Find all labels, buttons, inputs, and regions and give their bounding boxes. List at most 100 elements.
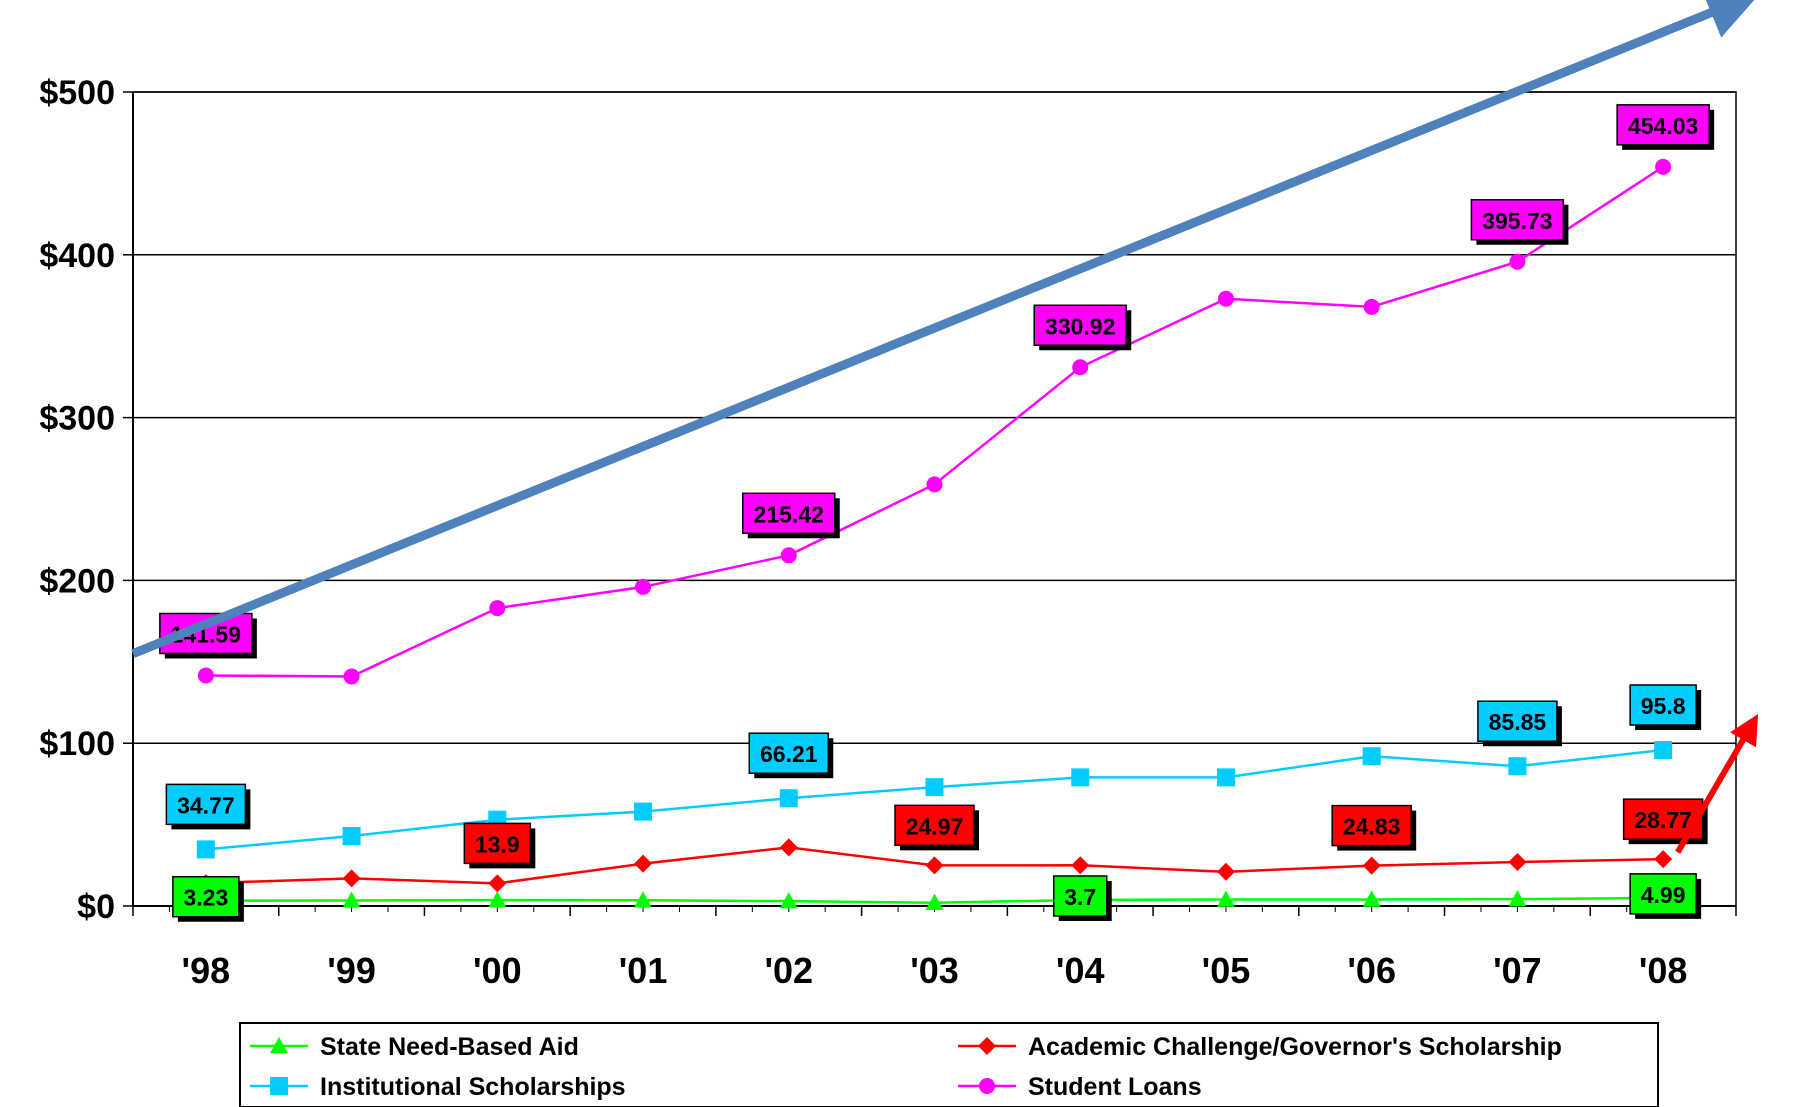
x-tick-label: '03	[910, 950, 959, 991]
x-tick-label: '06	[1347, 950, 1396, 991]
data-label-box	[1331, 804, 1412, 847]
data-point	[978, 1037, 996, 1055]
data-point	[270, 1037, 288, 1054]
x-tick-label: '07	[1493, 950, 1542, 991]
plot-frame	[132, 91, 1737, 907]
data-label-box	[1033, 304, 1127, 347]
data-label-text: 24.83	[1343, 814, 1401, 840]
data-label-box	[742, 492, 836, 535]
axes: $0 $100 $200 $300 $400 $500 '98 '99 '00 '01 '02 '03…	[39, 74, 1737, 991]
data-label-box	[172, 875, 240, 918]
data-point	[1071, 768, 1090, 787]
data-point	[634, 802, 653, 821]
data-point	[979, 1078, 995, 1094]
data-point	[925, 856, 944, 875]
series-2	[196, 741, 1673, 859]
data-point	[1363, 298, 1380, 315]
trend-arrow-1	[1675, 713, 1759, 854]
data-label: 330.92	[1033, 304, 1132, 351]
y-tick-label: $400	[39, 237, 115, 275]
legend-item: Institutional Scholarships	[250, 1073, 626, 1101]
data-label-text: 85.85	[1489, 709, 1547, 735]
legend-label: Academic Challenge/Governor's Scholarshi…	[1028, 1033, 1562, 1061]
x-tick-label: '99	[327, 950, 376, 991]
data-point	[780, 547, 797, 564]
data-point	[342, 891, 361, 908]
data-label: 4.99	[1629, 873, 1702, 919]
data-label: 95.8	[1629, 684, 1702, 731]
data-point	[1508, 890, 1527, 907]
data-label: 85.85	[1477, 700, 1562, 747]
data-label-text: 3.23	[183, 885, 228, 911]
legend: State Need-Based Aid Academic Challenge/G…	[239, 1022, 1659, 1107]
data-point	[1072, 359, 1089, 376]
data-point	[342, 826, 361, 845]
series-3	[197, 158, 1672, 685]
data-point	[635, 578, 652, 595]
data-point	[270, 1077, 288, 1095]
legend-item: Student Loans	[958, 1073, 1202, 1101]
data-label-text: 95.8	[1641, 693, 1686, 719]
data-label-box	[748, 732, 830, 774]
data-point	[925, 893, 944, 910]
data-label: 454.03	[1616, 104, 1715, 150]
data-label-text: 13.9	[475, 831, 520, 857]
data-point	[197, 667, 214, 684]
data-label-text: 330.92	[1045, 313, 1115, 339]
data-point	[1362, 747, 1381, 766]
data-label-box	[1629, 873, 1697, 915]
data-label-text: 24.97	[906, 813, 964, 839]
legend-label: Institutional Scholarships	[320, 1073, 626, 1101]
data-label-text: 3.7	[1064, 884, 1096, 910]
data-label: 66.21	[748, 732, 834, 779]
data-label-box	[1052, 875, 1108, 917]
data-label: 3.23	[172, 875, 244, 922]
data-point	[343, 668, 360, 685]
data-label-box	[1629, 684, 1697, 726]
legend-item: Academic Challenge/Governor's Scholarshi…	[958, 1033, 1562, 1061]
data-label-text: 34.77	[177, 792, 235, 818]
data-label-text: 395.73	[1482, 208, 1552, 234]
data-point	[779, 892, 798, 909]
legend-label: State Need-Based Aid	[320, 1033, 579, 1061]
legend-label: Student Loans	[1028, 1073, 1202, 1101]
legend-item: State Need-Based Aid	[250, 1033, 579, 1061]
y-tick-label: $500	[39, 74, 115, 112]
data-label: 34.77	[165, 783, 251, 830]
data-label: 3.7	[1052, 875, 1112, 921]
legend-box	[239, 1022, 1659, 1107]
data-point	[1654, 741, 1673, 760]
data-point	[1508, 757, 1527, 776]
data-point	[1654, 850, 1673, 869]
x-tick-label: '00	[473, 950, 522, 991]
x-tick-label: '02	[764, 950, 813, 991]
x-tick-label: '98	[182, 950, 231, 991]
series-0	[196, 888, 1673, 910]
y-tick-label: $0	[77, 888, 115, 926]
data-point	[1508, 853, 1527, 872]
x-tick-label: '08	[1639, 950, 1688, 991]
y-tick-label: $300	[39, 400, 115, 438]
gridlines	[133, 91, 1736, 744]
series-1	[196, 838, 1673, 893]
y-tick-label: $100	[39, 725, 115, 763]
x-tick-label: '04	[1056, 950, 1105, 991]
data-label-box	[894, 804, 975, 847]
y-tick-label: $200	[39, 562, 115, 600]
data-label: 395.73	[1470, 199, 1569, 245]
data-point	[488, 874, 507, 893]
data-label-box	[1616, 104, 1710, 146]
data-point	[926, 476, 943, 493]
data-point	[1071, 856, 1090, 875]
data-label-text: 454.03	[1628, 113, 1698, 139]
data-point	[342, 869, 361, 888]
data-label: 13.9	[463, 822, 536, 869]
data-point	[634, 854, 653, 873]
trend-arrow-0	[131, 0, 1762, 658]
data-label-box	[1477, 700, 1558, 742]
data-point	[196, 840, 215, 859]
data-label-text: 215.42	[754, 501, 824, 527]
x-tick-label: '01	[619, 950, 668, 991]
data-point	[1362, 856, 1381, 875]
data-point	[1655, 158, 1672, 175]
